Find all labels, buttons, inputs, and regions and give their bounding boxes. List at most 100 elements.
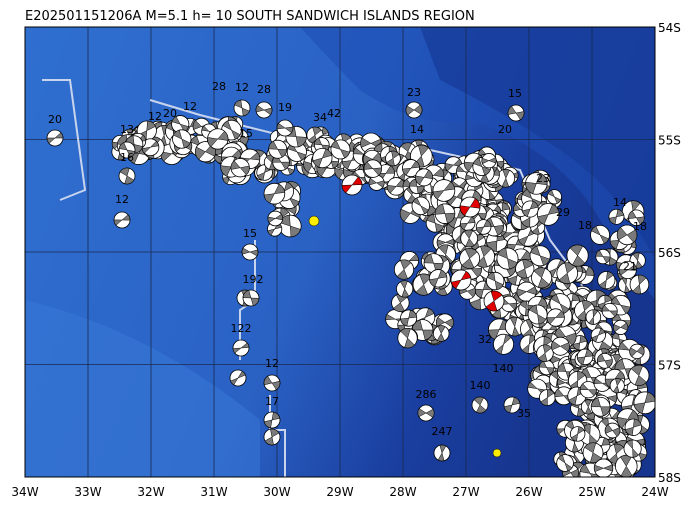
quadrant bbox=[516, 259, 534, 279]
focal-mechanism bbox=[618, 277, 634, 293]
quadrant bbox=[588, 309, 599, 325]
depth-label: 12 bbox=[183, 100, 197, 113]
quadrant bbox=[579, 383, 597, 397]
depth-label: 12 bbox=[265, 357, 279, 370]
x-label: 26W bbox=[515, 485, 542, 499]
focal-mechanism bbox=[471, 396, 489, 414]
quadrant bbox=[557, 454, 573, 472]
quadrant bbox=[405, 104, 423, 116]
focal-mechanism bbox=[276, 119, 294, 137]
depth-label: 15 bbox=[508, 87, 522, 100]
depth-label: 29 bbox=[556, 206, 570, 219]
quadrant bbox=[550, 293, 570, 314]
focal-mechanism bbox=[286, 141, 307, 162]
depth-label: 20 bbox=[498, 123, 512, 136]
quadrant bbox=[312, 148, 333, 168]
focal-mechanism bbox=[118, 167, 136, 185]
quadrant bbox=[412, 197, 429, 215]
quadrant bbox=[551, 340, 570, 352]
depth-label: 247 bbox=[432, 425, 453, 438]
focal-mechanism bbox=[601, 303, 618, 319]
focal-mechanism bbox=[507, 104, 525, 122]
quadrant bbox=[591, 328, 606, 343]
quadrant bbox=[595, 249, 611, 264]
quadrant bbox=[628, 210, 645, 225]
focal-mechanism bbox=[582, 442, 604, 464]
focal-mechanism bbox=[118, 141, 136, 159]
quadrant bbox=[400, 309, 417, 327]
focal-mechanism bbox=[579, 381, 597, 399]
quadrant bbox=[207, 130, 229, 148]
quadrant bbox=[485, 290, 503, 312]
quadrant bbox=[341, 176, 363, 194]
depth-label: 32 bbox=[478, 333, 492, 346]
quadrant bbox=[267, 213, 283, 223]
quadrant bbox=[630, 365, 647, 386]
x-label: 31W bbox=[200, 485, 227, 499]
quadrant bbox=[119, 167, 135, 185]
quadrant bbox=[434, 203, 456, 224]
quadrant bbox=[604, 424, 621, 437]
quadrant bbox=[613, 322, 629, 333]
focal-mechanism bbox=[531, 267, 553, 289]
quadrant bbox=[417, 408, 435, 418]
focal-mechanism bbox=[412, 273, 435, 296]
focal-mechanism bbox=[232, 339, 250, 357]
quadrant bbox=[222, 120, 241, 140]
focal-mechanism bbox=[527, 304, 548, 325]
focal-mechanism bbox=[569, 426, 586, 442]
quadrant bbox=[507, 105, 525, 121]
quadrant bbox=[386, 150, 400, 167]
quadrant bbox=[590, 397, 611, 417]
focal-mechanism bbox=[521, 200, 539, 218]
focal-mechanism bbox=[628, 209, 645, 227]
focal-mechanism bbox=[241, 243, 259, 261]
quadrant bbox=[501, 169, 510, 188]
focal-mechanism bbox=[536, 344, 554, 362]
depth-label: 17 bbox=[265, 395, 279, 408]
boundary bbox=[42, 79, 87, 201]
focal-mechanism bbox=[428, 269, 448, 288]
focal-mechanism bbox=[546, 189, 562, 205]
focal-mechanism bbox=[536, 203, 560, 226]
quadrant bbox=[577, 349, 594, 365]
x-label: 27W bbox=[452, 485, 479, 499]
focal-mechanism bbox=[460, 229, 479, 248]
quadrant bbox=[528, 304, 547, 325]
map-title: E202501151206A M=5.1 h= 10 SOUTH SANDWIC… bbox=[25, 9, 475, 24]
focal-mechanism bbox=[609, 378, 625, 394]
quadrant bbox=[402, 160, 420, 176]
quadrant bbox=[481, 157, 497, 165]
focal-mechanism bbox=[363, 159, 383, 178]
depth-label: 28 bbox=[257, 83, 271, 96]
quadrant bbox=[263, 184, 285, 204]
focal-mechanism bbox=[623, 439, 642, 458]
quadrant bbox=[263, 411, 281, 429]
focal-mechanism bbox=[459, 215, 476, 231]
x-label: 34W bbox=[11, 485, 38, 499]
focal-mechanism bbox=[278, 214, 302, 238]
quadrant bbox=[598, 271, 614, 289]
focal-mechanism bbox=[459, 196, 481, 218]
focal-mechanism bbox=[330, 139, 351, 160]
x-label: 28W bbox=[389, 485, 416, 499]
quadrant bbox=[400, 280, 410, 298]
quadrant bbox=[473, 396, 487, 414]
focal-mechanism bbox=[566, 244, 589, 267]
quadrant bbox=[264, 428, 280, 446]
quadrant bbox=[601, 305, 618, 317]
frame bbox=[24, 26, 656, 478]
focal-mechanism bbox=[401, 159, 420, 178]
focal-mechanism bbox=[525, 172, 548, 195]
focal-mechanisms bbox=[46, 99, 655, 477]
depth-label: 35 bbox=[517, 407, 531, 420]
quadrant bbox=[113, 214, 131, 226]
quadrant bbox=[569, 244, 586, 267]
quadrant bbox=[476, 219, 492, 234]
quadrant bbox=[241, 247, 259, 257]
quadrant bbox=[400, 328, 415, 349]
quadrant bbox=[522, 201, 539, 217]
focal-mechanism bbox=[432, 179, 456, 202]
quadrant bbox=[616, 227, 638, 243]
trench bbox=[420, 27, 655, 260]
